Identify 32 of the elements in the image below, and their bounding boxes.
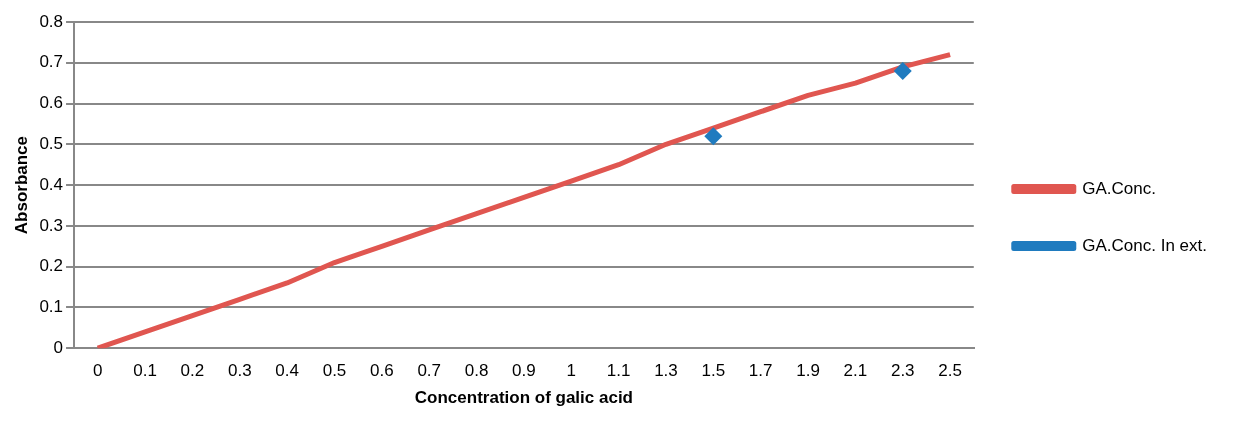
y-tick-label: 0 [53,337,64,357]
y-tick-label: 0.8 [39,11,64,31]
x-tick-label: 1.5 [701,361,726,381]
x-tick-label: 0.7 [417,361,442,381]
y-tick-label: 0.5 [39,134,64,154]
x-tick-label: 2.5 [938,361,962,381]
x-tick-label: 1 [566,361,576,381]
x-tick-label: 0.3 [227,361,252,381]
x-tick-label: 1.3 [654,361,678,381]
y-tick-label: 0.6 [39,93,64,113]
x-tick-label: 0.5 [322,361,347,381]
y-tick-label: 0.4 [39,174,64,194]
y-tick-label: 0.3 [39,215,64,235]
x-tick-label: 1.9 [796,361,820,381]
y-tick-label: 0.1 [39,297,64,317]
x-axis-title: Concentration of galic acid [414,388,634,408]
y-axis-title: Absorbance [11,135,31,235]
x-tick-label: 2.1 [843,361,868,381]
x-tick-label: 2.3 [890,361,915,381]
x-tick-label: 0.1 [133,361,157,381]
y-tick-label: 0.2 [39,256,64,276]
x-tick-label: 0.4 [275,361,299,381]
x-tick-label: 0.9 [512,361,536,381]
legend-label: GA.Conc. In ext. [1082,235,1208,255]
x-tick-label: 0 [92,361,103,381]
legend-label: GA.Conc. [1082,178,1156,198]
x-tick-label: 1.1 [606,361,631,381]
x-tick-label: 0.8 [464,361,489,381]
x-tick-label: 1.7 [748,361,773,381]
x-tick-label: 0.2 [180,361,205,381]
y-tick-label: 0.7 [39,52,64,72]
x-tick-label: 0.6 [370,361,394,381]
